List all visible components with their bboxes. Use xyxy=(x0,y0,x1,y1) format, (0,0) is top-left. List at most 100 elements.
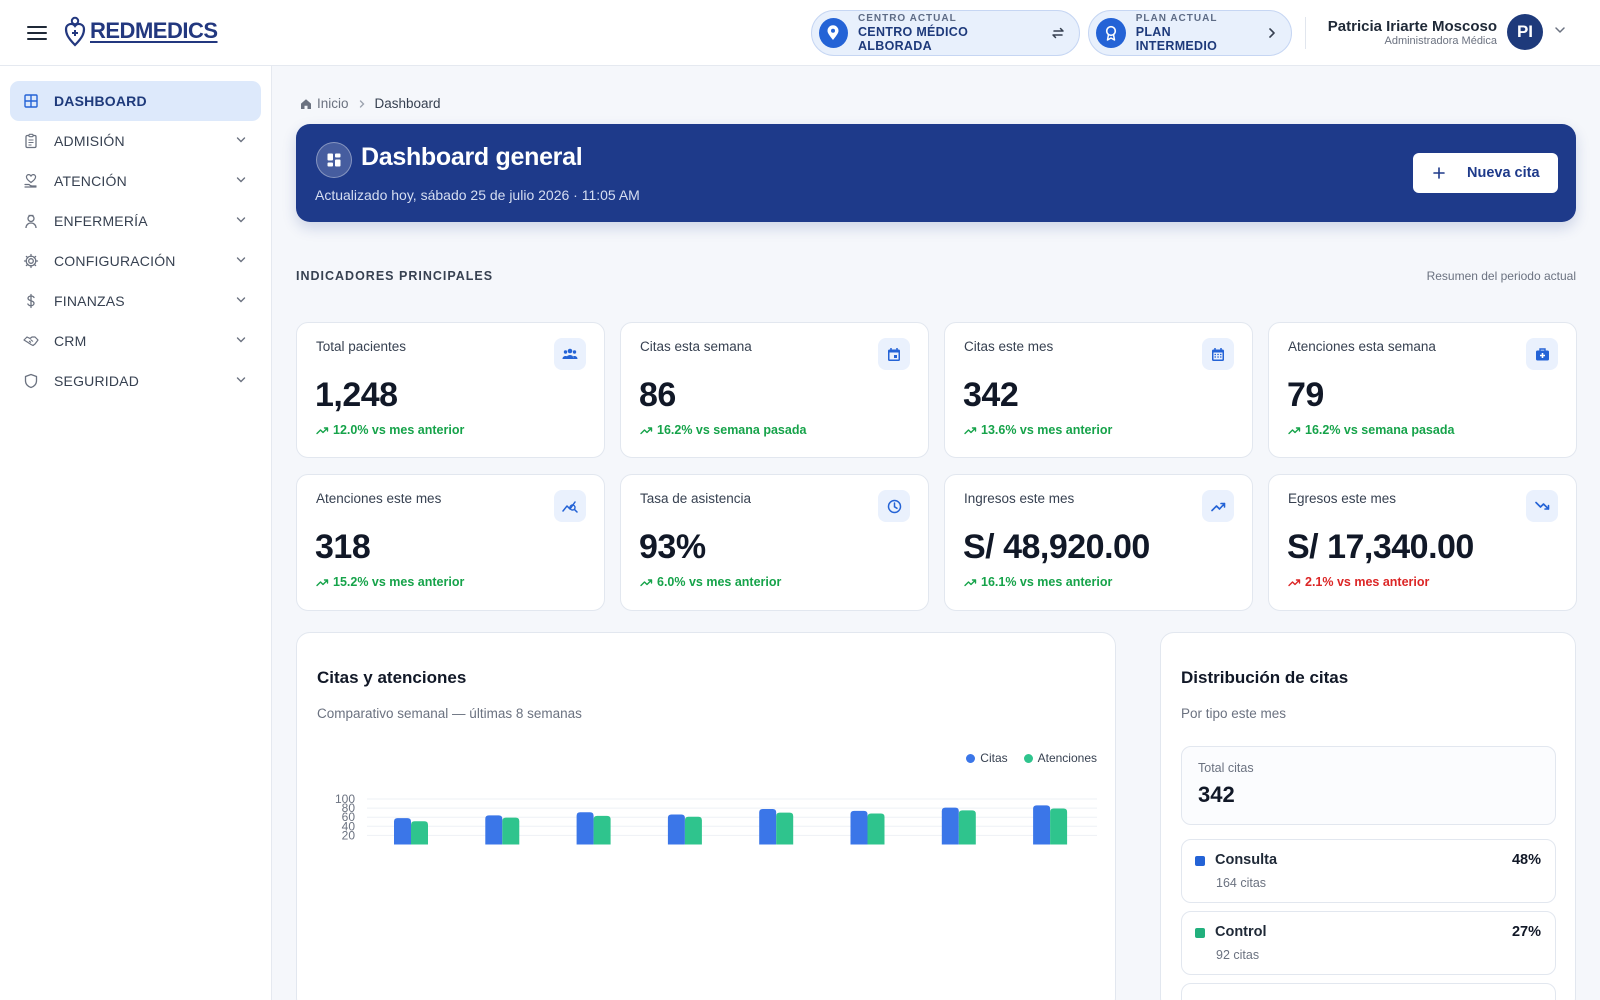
legend-dot xyxy=(1023,753,1033,763)
gear-icon xyxy=(23,253,39,269)
chart-search-icon xyxy=(554,490,586,522)
chevron-down-icon xyxy=(236,137,246,143)
distribution-subtitle: Por tipo este mes xyxy=(1181,706,1287,721)
home-icon xyxy=(301,98,311,109)
kpi-trend-text: 16.2% vs semana pasada xyxy=(1305,423,1455,437)
total-value: 342 xyxy=(1198,782,1235,807)
kpi-trend: 13.6% vs mes anterior xyxy=(964,423,1112,437)
center-value: CENTRO MÉDICO ALBORADA xyxy=(857,25,969,53)
legend-label: Atenciones xyxy=(1037,751,1097,765)
sidebar-item-finanzas[interactable]: FINANZAS xyxy=(10,281,261,321)
kpi-card-ingresos-mes: Ingresos este mes S/ 48,920.00 16.1% vs … xyxy=(944,474,1253,611)
user-role: Administradora Médica xyxy=(1384,35,1498,47)
page-title: Dashboard general xyxy=(361,143,583,171)
header-divider xyxy=(1305,17,1306,49)
distribution-item-count: 92 citas xyxy=(1216,948,1260,962)
bar-atenciones-4[interactable] xyxy=(684,816,702,845)
current-plan-selector[interactable]: PLAN ACTUAL PLAN INTERMEDIO xyxy=(1088,10,1292,56)
bar-citas-2[interactable] xyxy=(485,815,503,845)
bar-atenciones-2[interactable] xyxy=(502,817,520,845)
sidebar-item-label: ENFERMERÍA xyxy=(54,213,148,229)
kpi-trend-text: 12.0% vs mes anterior xyxy=(333,423,465,437)
sidebar-item-dashboard[interactable]: DASHBOARD xyxy=(10,81,261,121)
bar-citas-3[interactable] xyxy=(576,812,594,845)
sidebar-item-label: DASHBOARD xyxy=(54,93,147,109)
last-updated-text: Actualizado hoy, sábado 25 de julio 2026… xyxy=(315,187,640,203)
kpi-value: 79 xyxy=(1287,376,1324,414)
sidebar-item-seguridad[interactable]: SEGURIDAD xyxy=(10,361,261,401)
kpi-trend: 16.1% vs mes anterior xyxy=(964,575,1112,589)
distribution-item-consulta[interactable]: Consulta 48% 164 citas xyxy=(1181,839,1556,903)
calendar-month-icon xyxy=(1202,338,1234,370)
grid-icon xyxy=(24,94,38,108)
logo[interactable]: REDMEDICS xyxy=(64,15,218,47)
color-swatch xyxy=(1195,856,1205,866)
bar-atenciones-5[interactable] xyxy=(776,812,794,845)
bar-atenciones-8[interactable] xyxy=(1050,808,1068,845)
bar-atenciones-6[interactable] xyxy=(867,813,885,845)
kpi-card-atenciones-semana: Atenciones esta semana 79 16.2% vs seman… xyxy=(1268,322,1577,458)
kpi-value: 318 xyxy=(315,528,371,566)
sidebar-item-atencion[interactable]: ATENCIÓN xyxy=(10,161,261,201)
sidebar-item-label: CONFIGURACIÓN xyxy=(54,253,176,269)
bar-citas-5[interactable] xyxy=(759,809,777,845)
bar-citas-4[interactable] xyxy=(667,814,685,845)
new-appointment-button[interactable]: Nueva cita xyxy=(1413,153,1558,193)
chevron-down-icon[interactable] xyxy=(1554,26,1566,34)
medical-bag-icon xyxy=(1526,338,1558,370)
breadcrumb-home-label: Inicio xyxy=(317,96,349,111)
sidebar-item-enfermeria[interactable]: ENFERMERÍA xyxy=(10,201,261,241)
kpi-label: Citas esta semana xyxy=(640,339,752,354)
kpi-label: Atenciones este mes xyxy=(316,491,442,506)
trend-up-icon xyxy=(1288,578,1301,586)
sidebar-item-admision[interactable]: ADMISIÓN xyxy=(10,121,261,161)
kpi-trend-text: 16.2% vs semana pasada xyxy=(657,423,807,437)
legend-item-atenciones[interactable]: Atenciones xyxy=(1023,751,1097,765)
menu-icon[interactable] xyxy=(24,21,50,45)
badge-icon xyxy=(1096,18,1126,48)
new-appointment-label: Nueva cita xyxy=(1467,165,1540,181)
kpi-value: 86 xyxy=(639,376,676,414)
logo-heart-icon xyxy=(64,16,86,47)
swap-icon xyxy=(1051,27,1065,39)
kpi-trend-text: 13.6% vs mes anterior xyxy=(981,423,1113,437)
bar-atenciones-3[interactable] xyxy=(593,815,611,845)
kpi-trend-text: 2.1% vs mes anterior xyxy=(1305,575,1430,589)
current-center-selector[interactable]: CENTRO ACTUAL CENTRO MÉDICO ALBORADA xyxy=(811,10,1080,56)
bar-atenciones-1[interactable] xyxy=(411,821,428,845)
kpi-label: Atenciones esta semana xyxy=(1288,339,1436,354)
top-bar: REDMEDICS CENTRO ACTUAL CENTRO MÉDICO AL… xyxy=(0,0,1600,66)
heart-hand-icon xyxy=(24,174,37,188)
bar-citas-6[interactable] xyxy=(850,810,868,845)
bar-citas-1[interactable] xyxy=(394,818,411,845)
sidebar-item-crm[interactable]: CRM xyxy=(10,321,261,361)
sidebar-item-label: SEGURIDAD xyxy=(54,373,140,389)
y-tick-label: 80 xyxy=(342,801,356,815)
trend-up-icon xyxy=(640,426,653,434)
dollar-icon xyxy=(27,293,35,309)
trending-down-icon xyxy=(1526,490,1558,522)
chevron-down-icon xyxy=(236,217,246,223)
breadcrumb-home[interactable]: Inicio xyxy=(300,96,349,111)
chart-card: Citas y atenciones Comparativo semanal —… xyxy=(296,632,1116,1000)
legend-item-citas[interactable]: Citas xyxy=(966,751,1008,765)
chart-subtitle: Comparativo semanal — últimas 8 semanas xyxy=(317,706,582,721)
clock-icon xyxy=(878,490,910,522)
sidebar-item-configuracion[interactable]: CONFIGURACIÓN xyxy=(10,241,261,281)
bar-citas-8[interactable] xyxy=(1033,805,1051,845)
total-label: Total citas xyxy=(1198,761,1254,775)
distribution-item-name: Consulta xyxy=(1215,852,1278,868)
bar-atenciones-7[interactable] xyxy=(958,810,976,845)
kpi-value: 342 xyxy=(963,376,1019,414)
chevron-down-icon xyxy=(236,377,246,383)
bar-citas-7[interactable] xyxy=(941,807,959,845)
distribution-card: Distribución de citas Por tipo este mes … xyxy=(1160,632,1576,1000)
kpi-label: Citas este mes xyxy=(964,339,1054,354)
avatar[interactable]: PI xyxy=(1507,14,1543,50)
distribution-item-control[interactable]: Control 27% 92 citas xyxy=(1181,911,1556,975)
dashboard-icon xyxy=(316,142,352,178)
kpi-trend-text: 16.1% vs mes anterior xyxy=(981,575,1113,589)
kpi-card-egresos-mes: Egresos este mes S/ 17,340.00 2.1% vs me… xyxy=(1268,474,1577,611)
distribution-item-partial[interactable] xyxy=(1181,983,1556,1000)
